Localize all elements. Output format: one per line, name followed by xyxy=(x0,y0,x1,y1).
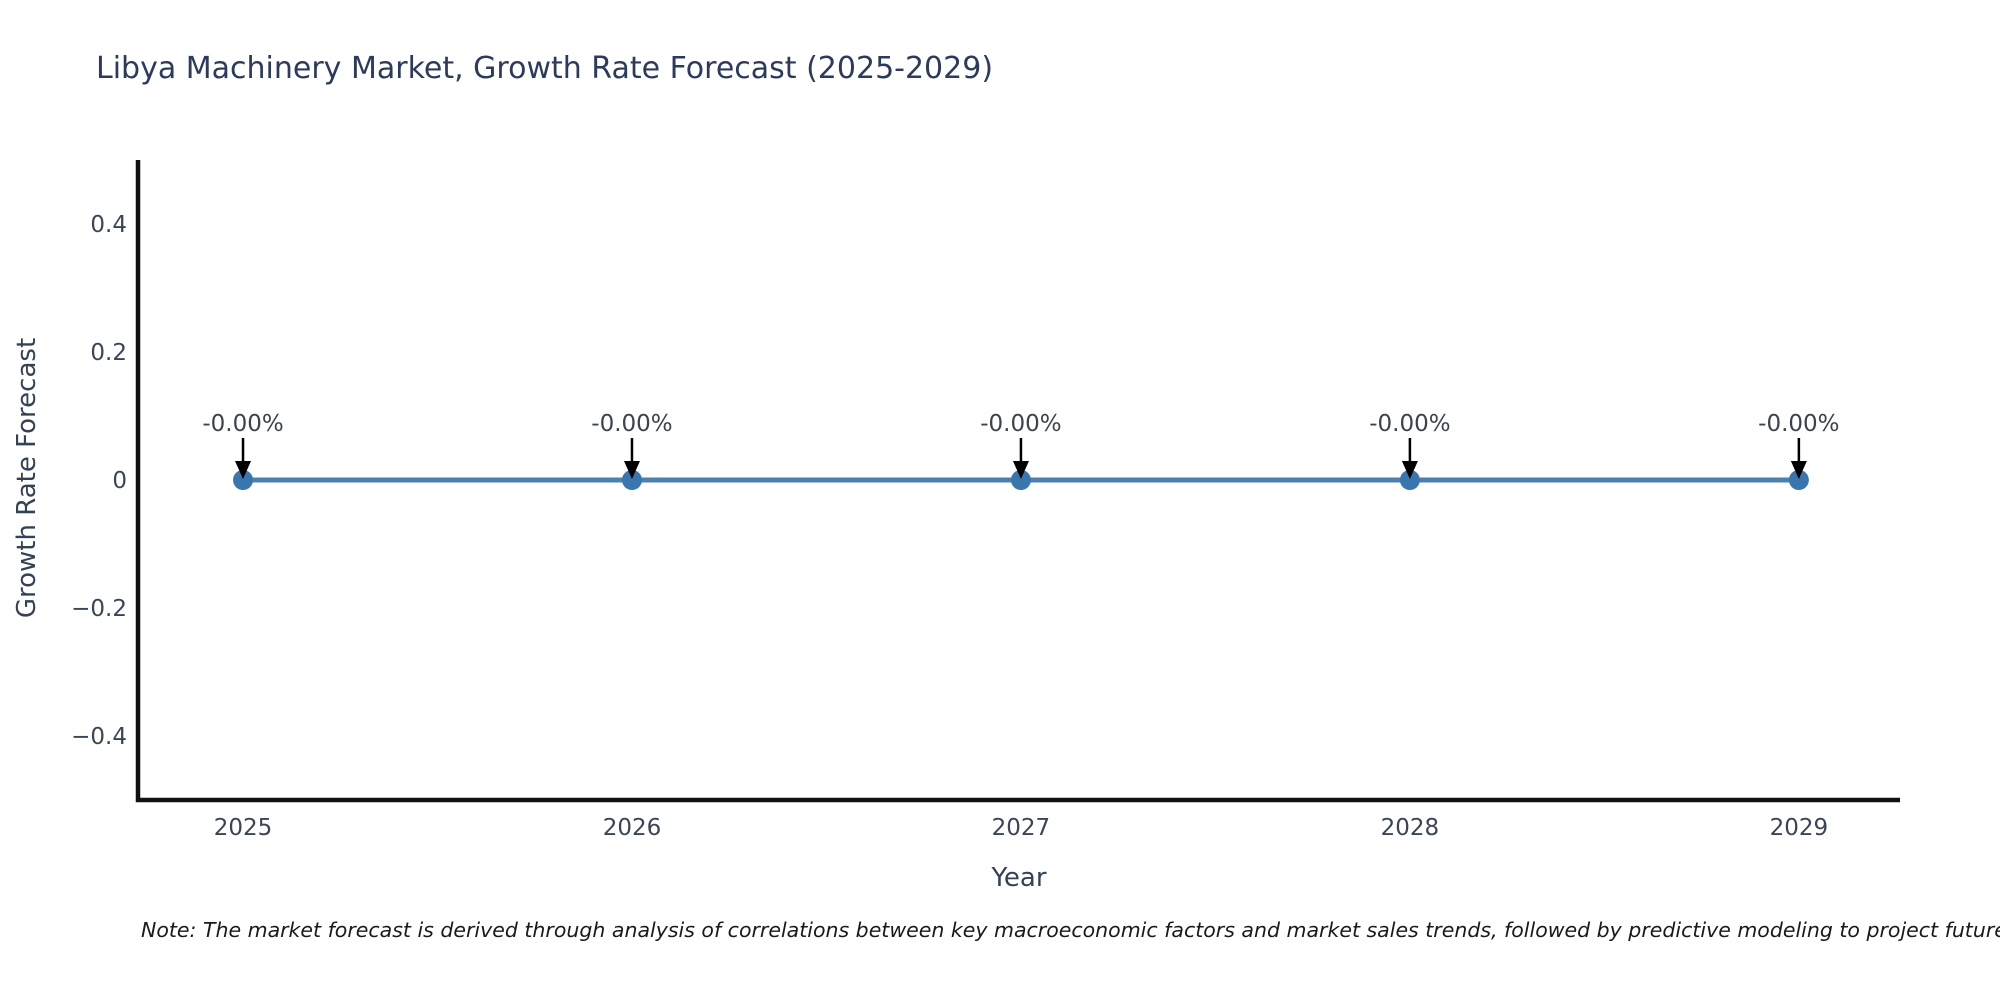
x-tick-label: 2028 xyxy=(1381,815,1440,841)
x-tick-label: 2025 xyxy=(214,815,273,841)
annotation-arrow-head xyxy=(235,461,252,479)
x-axis-title: Year xyxy=(991,863,1047,893)
data-point xyxy=(621,470,642,490)
data-point xyxy=(1788,470,1809,490)
annotation-label: -0.00% xyxy=(202,411,283,437)
annotation-arrow-head xyxy=(623,461,640,479)
x-tick-label: 2027 xyxy=(992,815,1051,841)
annotation-label: -0.00% xyxy=(1369,411,1450,437)
annotation-arrow-head xyxy=(1012,461,1029,479)
data-point xyxy=(1010,470,1031,490)
data-point xyxy=(1399,470,1420,490)
annotation-arrow-head xyxy=(1790,461,1807,479)
chart-title: Libya Machinery Market, Growth Rate Fore… xyxy=(96,51,994,86)
annotation-label: -0.00% xyxy=(980,411,1061,437)
y-tick-label: 0 xyxy=(112,468,127,494)
x-tick-label: 2029 xyxy=(1770,815,1829,841)
x-tick-label: 2026 xyxy=(603,815,662,841)
annotation-label: -0.00% xyxy=(1758,411,1839,437)
footnote: Note: The market forecast is derived thr… xyxy=(141,918,2000,942)
y-tick-label: −0.4 xyxy=(71,724,127,750)
y-tick-label: −0.2 xyxy=(71,596,127,622)
axis-spines xyxy=(135,160,1900,803)
y-tick-label: 0.2 xyxy=(90,340,127,366)
annotation-label: -0.00% xyxy=(591,411,672,437)
annotation-arrow-head xyxy=(1401,461,1418,479)
data-point xyxy=(233,470,254,490)
y-tick-label: 0.4 xyxy=(90,212,127,238)
